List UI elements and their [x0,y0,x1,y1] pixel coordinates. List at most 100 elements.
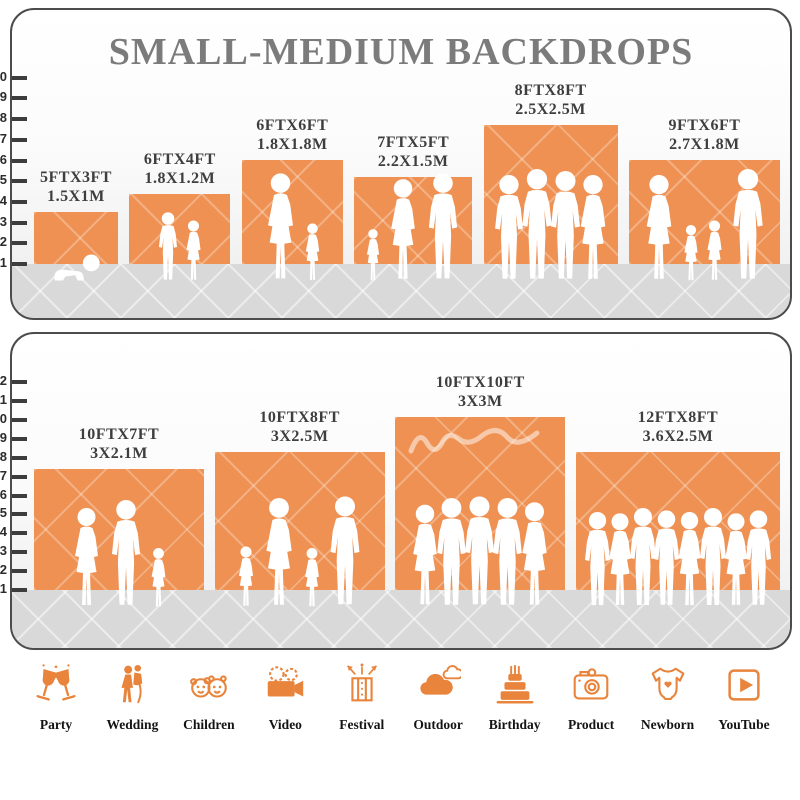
ruler-tick [12,531,27,536]
backdrop-size-m: 2.2X1.5M [377,153,449,171]
girl-silhouette [302,223,323,282]
backdrop-group: 6FTX6FT 1.8X1.8M [241,117,343,264]
ruler-tick-number: 8 [0,448,7,464]
category-label: Party [39,717,73,732]
people-silhouettes [52,253,101,282]
ruler-tick [12,158,27,163]
people-silhouettes [586,508,770,608]
category-label: Outdoor [413,717,463,732]
ruler-tick-number: 6 [0,486,7,502]
people-silhouettes [495,169,606,282]
girl-silhouette [681,225,702,282]
ruler-tick [12,399,27,403]
floor-strip [12,590,790,648]
video-icon [268,666,304,697]
backdrop-size-ft: 7FTX5FT [377,134,450,152]
ruler-tick [12,417,27,422]
ruler-tick-number: 2 [0,234,7,250]
girl-silhouette [182,220,204,282]
backdrop-group: 10FTX7FT 3X2.1M [34,426,204,590]
backdrop-size-label: 8FTX8FT 2.5X2.5M [515,82,587,120]
ruler-tick-number: 1 [0,581,7,596]
backdrop-row: 5FTX3FT 1.5X1M 6FTX4FT 1.8X1.2M 6FTX6FT 1.8X1… [34,82,780,264]
category-label: Children [183,717,235,732]
birthday-icon [496,664,534,704]
backdrop-size-m: 3X3M [457,393,503,411]
ruler-tick-number: 4 [0,192,7,208]
backdrop-size-label: 10FTX10FT 3X3M [436,374,525,412]
category-item: Birthday [479,662,551,733]
man-silhouette [728,169,769,282]
backdrop-group: 10FTX8FT 3X2.5M [214,409,385,590]
people-silhouettes [235,496,365,608]
ruler-tick [12,117,27,122]
woman-silhouette [640,175,679,282]
panel-medium-large: 123456789101112 10FTX7FT3X2.1M10FTX8FT3X… [0,332,792,650]
backdrop-group: 7FTX5FT 2.2X1.5M [354,134,473,264]
people-silhouettes [640,169,769,282]
backdrop-size-label: 6FTX6FT 1.8X1.8M [256,117,328,155]
backdrop-size-label: 12FTX8FT 3.6X2.5M [638,409,718,447]
ruler-tick [12,199,27,204]
backdrop-rect [395,417,566,590]
ruler-tick-number: 8 [0,110,7,126]
category-row: Party Wedding Children Video Festival Ou… [20,662,780,733]
panel-small-medium: SMALL-MEDIUM BACKDROPS 1 2 3 4 5 6 7 8 9 10 5FTX3… [0,8,792,320]
backdrop-size-ft: 10FTX7FT [78,426,160,444]
category-item: Outdoor [402,662,474,733]
backdrop-rect [34,469,204,590]
category-item: YouTube [708,662,780,733]
ruler-tick [12,588,27,592]
newborn-icon [651,667,684,700]
category-item: Festival [326,662,398,733]
backdrop-size-label: 9FTX6FT 2.7X1.8M [668,117,740,155]
girl-silhouette [148,548,170,608]
ruler-tick [12,137,27,142]
category-item: Children [173,662,245,733]
ruler-tick [12,262,27,266]
backdrop-rect [575,452,780,590]
backdrop-size-ft: 6FTX6FT [256,117,329,135]
backdrop-size-m: 2.5X2.5M [515,101,586,119]
backdrop-size-m: 1.8X1.8M [256,136,328,154]
backdrop-size-m: 1.5X1M [47,188,105,206]
backdrop-size-m: 3X2.1M [90,445,148,463]
woman-silhouette [69,508,105,608]
backdrop-size-label: 10FTX8FT 3X2.5M [259,409,339,447]
backdrop-size-label: 7FTX5FT 2.2X1.5M [377,134,449,172]
ruler-tick [12,474,27,479]
wedding-icon [121,664,143,704]
backdrop-rect [241,160,343,264]
ruler-tick [12,455,27,460]
backdrop-rect [483,125,618,264]
category-label: Product [567,717,615,732]
ruler-tick-number: 5 [0,505,7,521]
category-item: Wedding [96,662,168,733]
woman-silhouette [516,502,554,608]
backdrop-size-ft: 6FTX4FT [143,151,216,169]
ruler-tick-number: 10 [0,410,7,426]
ruler-tick [12,220,27,225]
ruler-tick [12,96,27,101]
ruler-tick-number: 3 [0,543,7,559]
category-item: Party [20,662,92,733]
festival-icon [346,663,377,702]
backdrop-rect [214,452,385,590]
backdrop-group: 9FTX6FT 2.7X1.8M [628,117,780,264]
woman-silhouette [385,179,422,282]
backdrop-group: 12FTX8FT 3.6X2.5M [575,409,780,590]
backdrop-size-ft: 8FTX8FT [514,82,587,100]
ruler-tick-number: 11 [0,392,7,407]
backdrop-group: 6FTX4FT 1.8X1.2M [129,151,231,264]
ruler-tick-number: 5 [0,172,7,188]
backdrop-rect [34,212,118,264]
baby-silhouette [52,253,101,282]
girl-silhouette [364,229,383,282]
ruler-tick [12,436,27,441]
outdoor-icon [420,665,462,695]
boy-silhouette [155,212,180,282]
backdrop-group: 8FTX8FT 2.5X2.5M [483,82,618,264]
ruler-tick [12,550,27,555]
backdrop-group: 5FTX3FT 1.5X1M [34,169,118,264]
party-icon [36,664,76,701]
